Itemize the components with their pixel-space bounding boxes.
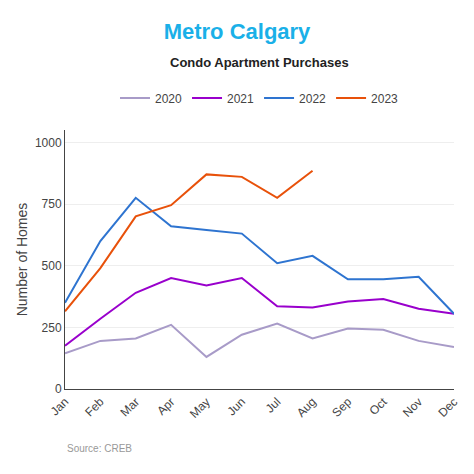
svg-text:May: May	[187, 395, 213, 421]
svg-text:Dec: Dec	[435, 395, 460, 420]
svg-text:Mar: Mar	[118, 395, 143, 420]
svg-text:Source: CREB: Source: CREB	[67, 443, 132, 454]
svg-text:500: 500	[42, 259, 62, 273]
svg-text:2021: 2021	[227, 92, 254, 106]
svg-text:Sep: Sep	[329, 395, 354, 420]
svg-text:Jul: Jul	[263, 395, 284, 416]
svg-text:2020: 2020	[155, 92, 182, 106]
svg-text:Jan: Jan	[48, 395, 72, 419]
svg-text:Number of Homes: Number of Homes	[14, 203, 30, 317]
svg-text:Condo Apartment Purchases: Condo Apartment Purchases	[170, 55, 349, 70]
svg-text:Metro Calgary: Metro Calgary	[164, 19, 311, 44]
svg-text:Nov: Nov	[400, 395, 425, 420]
svg-text:250: 250	[42, 321, 62, 335]
svg-text:Aug: Aug	[294, 395, 319, 420]
svg-text:2022: 2022	[299, 92, 326, 106]
svg-text:Jun: Jun	[225, 395, 249, 419]
svg-text:Feb: Feb	[82, 395, 107, 420]
svg-text:Oct: Oct	[367, 394, 391, 418]
svg-text:750: 750	[42, 197, 62, 211]
svg-text:1000: 1000	[35, 136, 62, 150]
svg-text:0: 0	[55, 382, 62, 396]
svg-text:2023: 2023	[371, 92, 398, 106]
svg-text:Apr: Apr	[154, 395, 177, 418]
